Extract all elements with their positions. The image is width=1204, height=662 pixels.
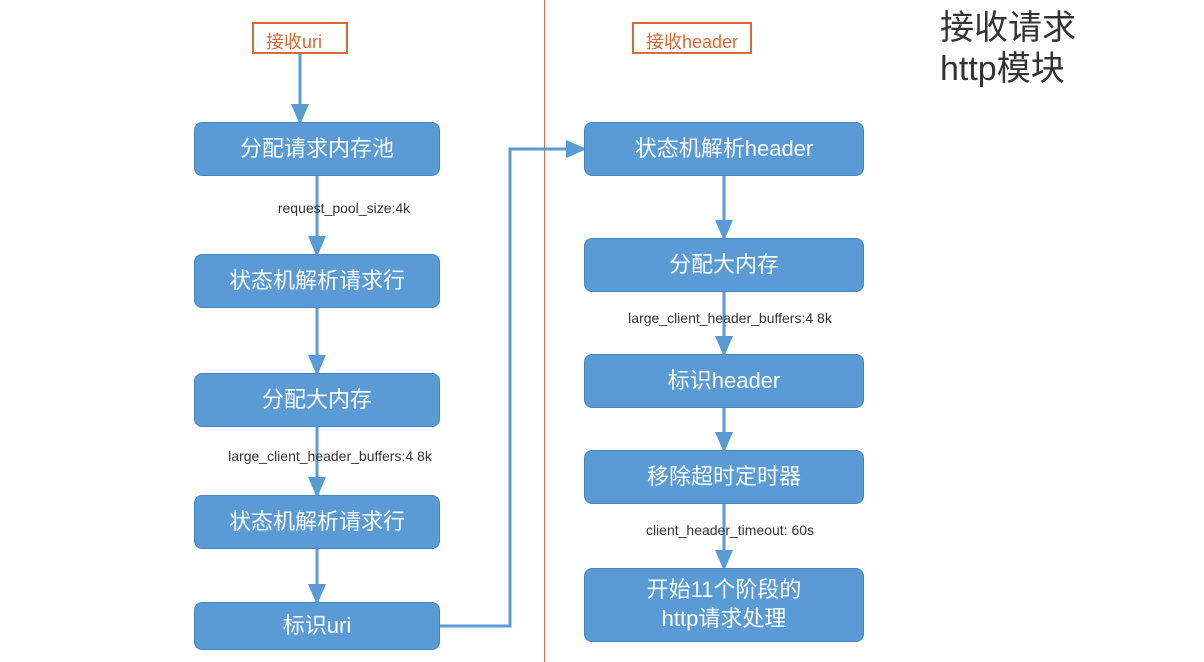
box-alloc-large-mem-right: 分配大内存 <box>584 238 864 292</box>
box-mark-header: 标识header <box>584 354 864 408</box>
box-parse-request-line-1: 状态机解析请求行 <box>194 254 440 308</box>
label-receive-header: 接收header <box>632 22 752 54</box>
arrows-layer <box>0 0 1204 662</box>
caption-large-buffers-left: large_client_header_buffers:4 8k <box>200 448 460 464</box>
caption-header-timeout: client_header_timeout: 60s <box>620 522 840 538</box>
box-alloc-request-pool: 分配请求内存池 <box>194 122 440 176</box>
caption-large-buffers-right: large_client_header_buffers:4 8k <box>600 310 860 326</box>
box-parse-request-line-2: 状态机解析请求行 <box>194 495 440 549</box>
title-line-1: 接收请求 <box>940 8 1076 49</box>
page-title: 接收请求 http模块 <box>940 8 1076 90</box>
label-receive-uri: 接收uri <box>252 22 348 54</box>
vertical-divider <box>544 0 545 662</box>
caption-request-pool-size: request_pool_size:4k <box>244 200 444 216</box>
box-alloc-large-mem-left: 分配大内存 <box>194 373 440 427</box>
box-remove-timer: 移除超时定时器 <box>584 450 864 504</box>
title-line-2: http模块 <box>940 49 1076 90</box>
label-receive-uri-text: 接收uri <box>266 32 322 52</box>
box-start-11-phases: 开始11个阶段的http请求处理 <box>584 568 864 642</box>
label-receive-header-text: 接收header <box>646 32 738 52</box>
box-mark-uri: 标识uri <box>194 602 440 650</box>
box-parse-header: 状态机解析header <box>584 122 864 176</box>
